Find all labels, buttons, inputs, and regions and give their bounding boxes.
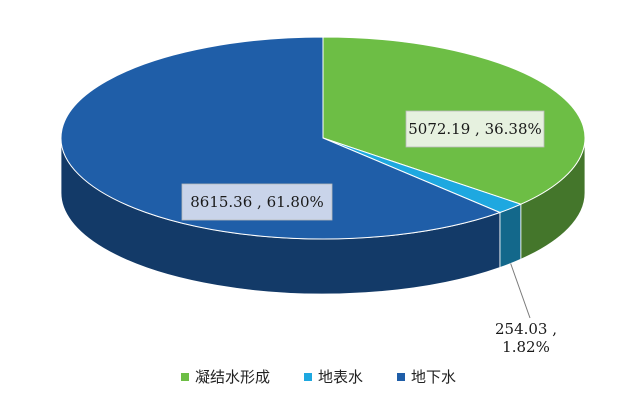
legend-label-surface-water: 地表水 <box>317 368 363 386</box>
pie-side-surface-water <box>499 203 522 269</box>
legend-swatch-surface-water <box>303 372 312 381</box>
legend-swatch-condensate <box>180 372 189 381</box>
legend-item-surface-water: 地表水 <box>303 366 363 387</box>
data-labels: 5072.19 , 36.38% 8615.36 , 61.80% 254.03 ,… <box>181 110 557 356</box>
legend-item-condensate: 凝结水形成 <box>180 366 270 387</box>
legend-swatch-groundwater <box>397 372 405 381</box>
data-label-surface-water-line-2: 1.82% <box>502 338 550 356</box>
legend-item-groundwater: 地下水 <box>397 366 456 387</box>
data-label-text-groundwater: 8615.36 , 61.80% <box>190 193 324 211</box>
data-label-surface-water-line-1: 254.03 , <box>495 320 557 338</box>
data-label-condensate: 5072.19 , 36.38% <box>405 110 545 148</box>
data-label-text-condensate: 5072.19 , 36.38% <box>408 120 542 138</box>
legend-label-groundwater: 地下水 <box>411 368 457 386</box>
leader-line-surface-water <box>510 263 531 319</box>
data-label-groundwater: 8615.36 , 61.80% <box>181 183 333 221</box>
pie-slice-groundwater <box>60 36 502 240</box>
legend-label-condensate: 凝结水形成 <box>194 368 270 386</box>
data-label-box-condensate <box>405 110 545 148</box>
data-label-box-groundwater <box>181 183 333 221</box>
legend: 凝结水形成 地表水 地下水 <box>0 366 637 387</box>
